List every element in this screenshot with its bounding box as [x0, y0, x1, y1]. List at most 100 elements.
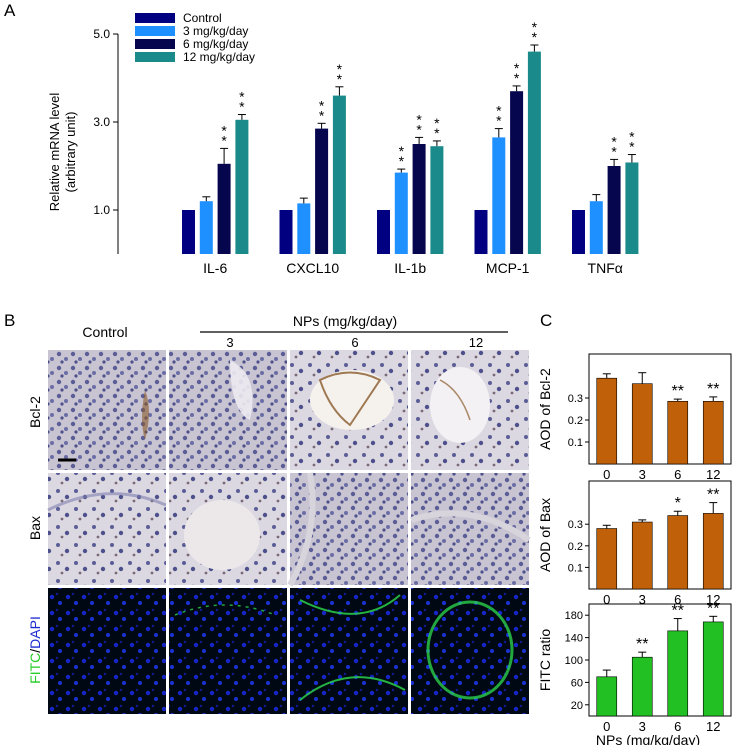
chart-a-sig-star: *: [416, 111, 422, 127]
chart-a-category-label: IL-1b: [394, 260, 426, 276]
chart-a-ytick-label: 1.0: [93, 203, 110, 217]
chart-a-legend-label: 12 mg/kg/day: [183, 50, 255, 64]
chart-c1-bar: [667, 400, 689, 465]
chart-c3-ytick-label: 140: [565, 633, 583, 645]
chart-c3-xtick-label: 12: [706, 719, 720, 734]
chart-c3-xtick-label: 6: [674, 719, 681, 734]
chart-c1-ytick-label: 0.3: [568, 393, 583, 405]
chart-a-legend-label: Control: [183, 11, 222, 25]
chart-c2-xtick-label: 3: [639, 592, 646, 607]
chart-a-bar: [589, 201, 603, 254]
chart-c2-sig-star: **: [707, 487, 719, 504]
image-bax-control: [48, 473, 166, 585]
micrograph-panel: Control NPs (mg/kg/day) 3 6 12 Bcl-2 Bax…: [27, 313, 531, 714]
chart-a-sig-star: *: [629, 139, 635, 155]
chart-a-bar: [474, 210, 488, 254]
col-label-control: Control: [82, 324, 127, 340]
chart-c2-frame: [588, 480, 732, 590]
chart-c1-frame: [588, 353, 732, 465]
image-bcl2-3: [169, 350, 287, 470]
chart-a-bar: [394, 172, 408, 254]
chart-a: Relative mRNA level (arbitrary unit) 1.0…: [47, 11, 639, 276]
chart-a-legend-swatch: [135, 39, 175, 49]
chart-a-sig-star: *: [399, 153, 405, 169]
chart-a-sig-star: *: [239, 89, 245, 105]
chart-a-ylabel-2: (arbitrary unit): [63, 112, 78, 193]
chart-c2-ytick-label: 0.3: [568, 519, 583, 531]
chart-a-bar: [182, 210, 195, 254]
chart-c2-bar: [596, 528, 618, 590]
dapi-label: DAPI: [27, 616, 43, 649]
tubule-edge-bax-6: [287, 472, 316, 587]
chart-a-bar: [625, 162, 639, 254]
lumen-bcl2-12: [430, 367, 490, 443]
chart-a-legend-swatch: [135, 26, 175, 36]
slash-label: /: [27, 649, 43, 653]
chart-a-sig-star: *: [434, 125, 440, 141]
chart-a-legend-label: 3 mg/kg/day: [183, 24, 248, 38]
chart-c1-bar: [596, 377, 618, 465]
chart-c2-bar: [631, 521, 653, 590]
chart-c3-bar: [702, 621, 724, 717]
chart-c2-xtick-label: 6: [674, 592, 681, 607]
col-label-6: 6: [351, 335, 358, 350]
chart-c1-xtick-label: 0: [603, 467, 610, 482]
chart-c1-xtick-label: 6: [674, 467, 681, 482]
chart-a-category-label: MCP-1: [486, 260, 530, 276]
row-label-fitc-dapi: FITC/DAPI: [27, 616, 43, 684]
tubule-edge-bax-control: [47, 492, 167, 512]
chart-a-bar: [377, 210, 390, 254]
chart-a-sig-star: *: [416, 121, 422, 137]
panel-label-b: B: [4, 311, 15, 330]
chart-c1-xtick-label: 3: [639, 467, 646, 482]
chart-a-sig-star: *: [239, 99, 245, 115]
chart-a-bar: [492, 137, 506, 254]
chart-a-sig-star: *: [319, 107, 325, 123]
chart-a-category-label: CXCL10: [286, 260, 339, 276]
chart-a-sig-star: *: [221, 132, 227, 148]
chart-c1-sig-star: **: [707, 381, 719, 398]
chart-a-sig-star: *: [337, 71, 343, 87]
chart-a-bar: [430, 146, 444, 254]
panel-label-a: A: [4, 1, 16, 20]
nps-label: NPs (mg/kg/day): [293, 313, 397, 329]
chart-a-ylabel-1: Relative mRNA level: [47, 93, 62, 212]
chart-a-sig-star: *: [514, 60, 520, 76]
lumen-bcl2-3: [230, 360, 253, 420]
tubule-edge-bax-12: [410, 510, 531, 543]
chart-c1-sig-star: **: [672, 383, 684, 400]
chart-a-legend-label: 6 mg/kg/day: [183, 37, 248, 51]
chart-c1-ytick-label: 0.1: [568, 437, 583, 449]
chart-a-bar: [315, 128, 329, 254]
chart-a-bar: [510, 91, 524, 254]
chart-a-sig-star: *: [434, 115, 440, 131]
chart-c2-xtick-label: 12: [706, 592, 720, 607]
chart-a-sig-star: *: [496, 103, 502, 119]
image-fitc-12: [411, 588, 529, 714]
brown-stain-bcl2-12: [439, 379, 471, 421]
chart-a-ytick-label: 5.0: [93, 27, 110, 41]
chart-a-sig-star: *: [532, 29, 538, 45]
fitc-label: FITC: [27, 653, 43, 684]
chart-c3-sig-star: **: [707, 600, 719, 617]
chart-c2-ylabel: AOD of Bax: [537, 498, 553, 572]
chart-c2-ytick-label: 0.2: [568, 541, 583, 553]
chart-a-sig-star: *: [319, 97, 325, 113]
chart-a-bar: [412, 144, 426, 254]
chart-a-category-label: TNFα: [588, 260, 623, 276]
chart-c1-ylabel: AOD of Bcl-2: [537, 368, 553, 450]
chart-a-sig-star: *: [221, 122, 227, 138]
chart-c3-bar: [596, 676, 618, 717]
chart-c1-bar: [702, 400, 724, 465]
chart-a-bar: [279, 210, 293, 254]
chart-c2-xtick-label: 0: [603, 592, 610, 607]
chart-c3-bar: [667, 630, 689, 717]
chart-a-bar: [199, 201, 213, 254]
chart-c2-ytick-label: 0.1: [568, 562, 583, 574]
chart-a-bar: [572, 210, 585, 254]
lumen-bcl2-6: [310, 370, 394, 430]
chart-a-legend-swatch: [135, 52, 175, 62]
brown-stain-bcl2-6: [318, 371, 382, 427]
row-label-bcl2: Bcl-2: [27, 396, 43, 428]
